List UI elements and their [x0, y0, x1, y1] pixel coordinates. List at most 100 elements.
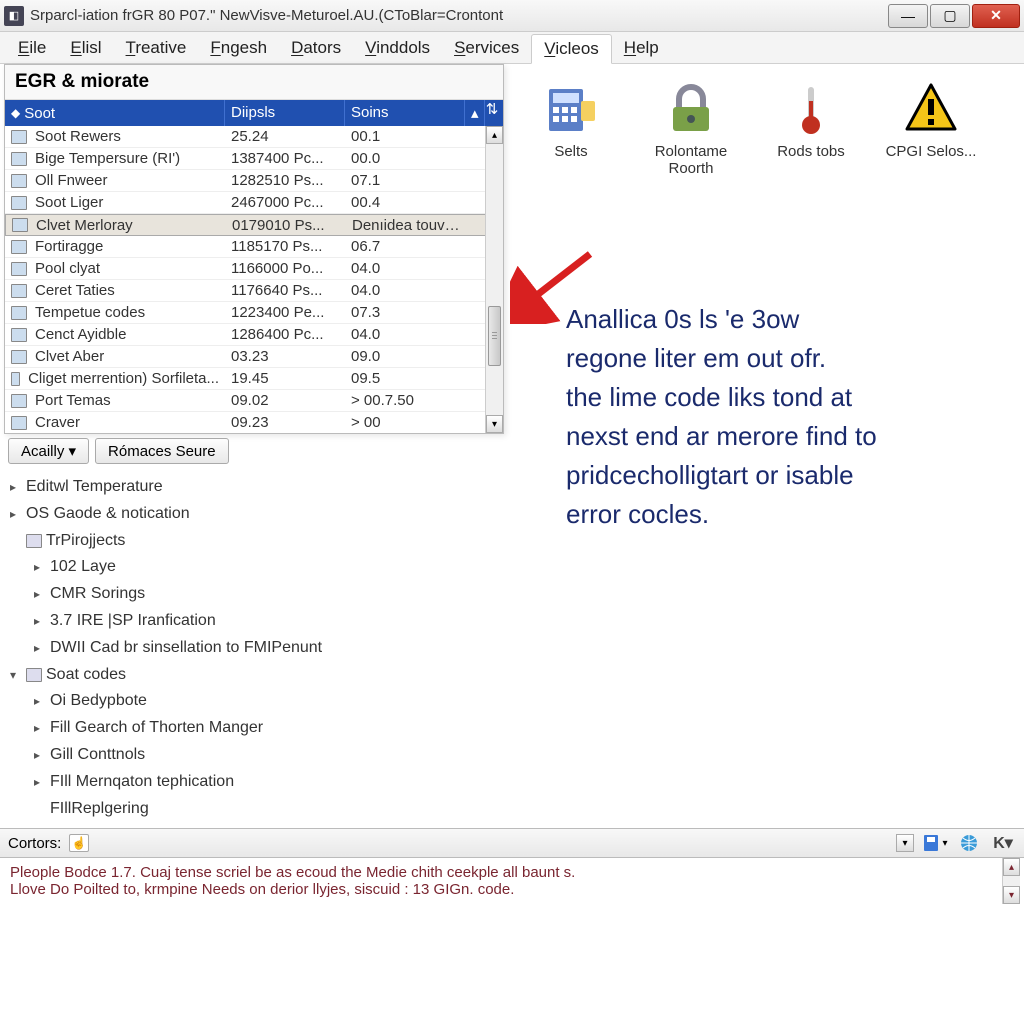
- scroll-down-button[interactable]: ▾: [486, 415, 503, 433]
- tree-caret-icon: ▸: [34, 719, 46, 738]
- close-button[interactable]: [972, 4, 1020, 28]
- scroll-thumb[interactable]: [488, 306, 501, 366]
- toolbar-button-calc[interactable]: Selts: [516, 76, 626, 165]
- grid-scrollbar[interactable]: ▴ ▾: [485, 126, 503, 433]
- toolbar-button-thermo[interactable]: Rods tobs: [756, 76, 866, 165]
- menu-item-fngesh[interactable]: Fngesh: [198, 34, 279, 62]
- toolbar-button-warn[interactable]: CPGI Selos...: [876, 76, 986, 165]
- row-icon: [11, 284, 27, 298]
- console-scroll-up[interactable]: ▴: [1003, 858, 1020, 876]
- mid-button[interactable]: Rómaces Seure: [95, 438, 229, 464]
- row-icon: [11, 152, 27, 166]
- menu-item-services[interactable]: Services: [442, 34, 531, 62]
- grid-row[interactable]: Soot Liger2467000 Pc...00.4: [5, 192, 503, 214]
- mid-button-row: Acailly ▾Rómaces Seure: [0, 434, 1024, 468]
- row-icon: [11, 328, 27, 342]
- console-line: Pleople Bodce 1.7. Cuaj tense scriel be …: [10, 864, 1014, 881]
- grid-row[interactable]: Oll Fnweer1282510 Ps...07.1: [5, 170, 503, 192]
- row-icon: [11, 262, 27, 276]
- grid-header-spacer: ▴: [465, 100, 485, 126]
- console-dropdown[interactable]: ▾: [896, 834, 914, 852]
- grid-title: EGR & miorate: [5, 65, 503, 100]
- tree-item[interactable]: FIllReplgering: [10, 796, 1014, 823]
- row-icon: [11, 416, 27, 430]
- toolbar-label: Selts: [554, 143, 587, 160]
- grid-header-col3[interactable]: Soins: [345, 100, 465, 126]
- tree-item[interactable]: ▸ Gill Conttnols: [10, 742, 1014, 769]
- grid-row[interactable]: Tempetue codes1223400 Pe...07.3: [5, 302, 503, 324]
- grid-row[interactable]: Ceret Taties1176640 Ps...04.0: [5, 280, 503, 302]
- grid-header-col1[interactable]: ◆Soot: [5, 100, 225, 126]
- tree-caret-icon: ▾: [10, 666, 22, 685]
- grid-row[interactable]: Soot Rewers25.2400.1: [5, 126, 503, 148]
- thermo-icon: [783, 81, 839, 137]
- toolbar-label: Rolontame Roorth: [641, 143, 741, 177]
- top-section: EGR & miorate ◆Soot Diipsls Soins ▴ ⇅ So…: [0, 64, 1024, 434]
- tree-item[interactable]: ▸ 102 Laye: [10, 554, 1014, 581]
- row-icon: [11, 350, 27, 364]
- tree-item[interactable]: ▸ 3.7 IRE |SP Iranfication: [10, 608, 1014, 635]
- calc-icon: [543, 81, 599, 137]
- grid-row[interactable]: Cliget merrention) Sorfileta...19.4509.5: [5, 368, 503, 390]
- grid-header: ◆Soot Diipsls Soins ▴ ⇅: [5, 100, 503, 126]
- tree-caret-icon: ▸: [10, 478, 22, 497]
- menu-item-elisl[interactable]: Elisl: [58, 34, 113, 62]
- grid-header-col2[interactable]: Diipsls: [225, 100, 345, 126]
- console-scrollbar[interactable]: ▴ ▾: [1002, 858, 1020, 904]
- row-icon: [12, 218, 28, 232]
- grid-row[interactable]: Clvet Merloray0179010 Ps...Denıidea touv…: [5, 214, 503, 236]
- tree-panel: ▸ Editwl Temperature▸ OS Gaode & noticat…: [0, 468, 1024, 828]
- tree-folder-icon: [26, 668, 42, 682]
- tree-item[interactable]: ▸ Fill Gearch of Thorten Manger: [10, 715, 1014, 742]
- grid-body: Soot Rewers25.2400.1Bige Tempersure (RI'…: [5, 126, 503, 433]
- grid-row[interactable]: Craver09.23> 00: [5, 412, 503, 433]
- scroll-up-button[interactable]: ▴: [486, 126, 503, 144]
- row-icon: [11, 240, 27, 254]
- menu-item-eile[interactable]: Eile: [6, 34, 58, 62]
- tree-item[interactable]: ▸ CMR Sorings: [10, 581, 1014, 608]
- console-globe-icon[interactable]: [956, 832, 982, 854]
- menu-item-help[interactable]: Help: [612, 34, 671, 62]
- menu-item-treative[interactable]: Treative: [114, 34, 199, 62]
- titlebar: ◧ Srparcl-iation frGR 80 P07." NewVisve-…: [0, 0, 1024, 32]
- menubar: EileElislTreativeFngeshDatorsVinddolsSer…: [0, 32, 1024, 64]
- grid-row[interactable]: Port Temas09.02> 00.7.50: [5, 390, 503, 412]
- grid-header-sort-icon[interactable]: ⇅: [485, 100, 499, 126]
- console-save-icon[interactable]: ▾: [922, 832, 948, 854]
- tree-item[interactable]: ▾ Soat codes: [10, 662, 1014, 689]
- tree-item[interactable]: ▸ Editwl Temperature: [10, 474, 1014, 501]
- tree-caret-icon: ▸: [34, 746, 46, 765]
- tree-item[interactable]: ▸ Oi Bedypbote: [10, 688, 1014, 715]
- grid-row[interactable]: Clvet Aber03.2309.0: [5, 346, 503, 368]
- tree-caret-icon: ▸: [34, 773, 46, 792]
- grid-row[interactable]: Pool clyat1166000 Po...04.0: [5, 258, 503, 280]
- tree-caret-icon: ▸: [34, 585, 46, 604]
- window-controls: — ▢: [886, 4, 1020, 28]
- minimize-button[interactable]: —: [888, 4, 928, 28]
- tree-item[interactable]: ▸ OS Gaode & notication: [10, 501, 1014, 528]
- mid-button[interactable]: Acailly ▾: [8, 438, 89, 464]
- menu-item-vinddols[interactable]: Vinddols: [353, 34, 442, 62]
- menu-item-vicleos[interactable]: Vicleos: [531, 34, 612, 64]
- menu-item-dators[interactable]: Dators: [279, 34, 353, 62]
- grid-row[interactable]: Fortiragge1185170 Ps...06.7: [5, 236, 503, 258]
- row-icon: [11, 306, 27, 320]
- grid-row[interactable]: Bige Tempersure (RI')1387400 Pc...00.0: [5, 148, 503, 170]
- row-icon: [11, 174, 27, 188]
- tree-item[interactable]: ▸ DWII Cad br sinsellation to FMIPenunt: [10, 635, 1014, 662]
- console-k-menu[interactable]: K▾: [990, 832, 1016, 854]
- grid-row[interactable]: Cenct Ayidble1286400 Pc...04.0: [5, 324, 503, 346]
- toolbar-button-lock[interactable]: Rolontame Roorth: [636, 76, 746, 182]
- window-title: Srparcl-iation frGR 80 P07." NewVisve-Me…: [30, 7, 886, 24]
- tree-item[interactable]: TrPirojjects: [10, 528, 1014, 555]
- warn-icon: [903, 81, 959, 137]
- toolbar-icons: Selts Rolontame Roorth Rods tobsCPGI Selos…: [508, 64, 1024, 434]
- console-line: Llove Do Poilted to, krmpine Needs on de…: [10, 881, 1014, 898]
- tree-caret-icon: ▸: [10, 505, 22, 524]
- tree-item[interactable]: ▸ FIll Mernqaton tephication: [10, 769, 1014, 796]
- tree-caret-icon: ▸: [34, 612, 46, 631]
- maximize-button[interactable]: ▢: [930, 4, 970, 28]
- app-window: ◧ Srparcl-iation frGR 80 P07." NewVisve-…: [0, 0, 1024, 1024]
- console-scroll-down[interactable]: ▾: [1003, 886, 1020, 904]
- console-hand-icon[interactable]: ☝: [69, 834, 89, 852]
